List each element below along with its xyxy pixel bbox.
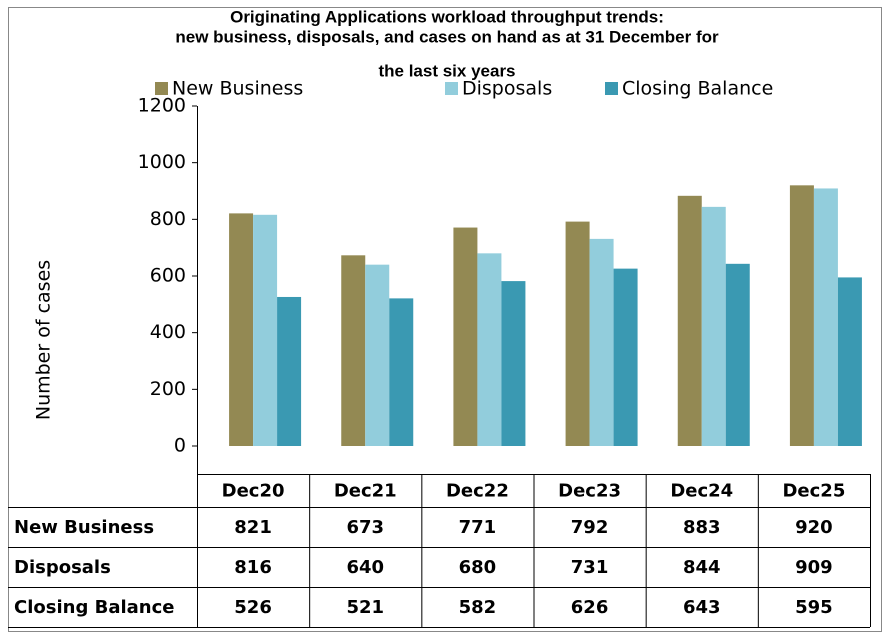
y-tick-label: 1200: [138, 95, 186, 117]
bar: [501, 281, 526, 446]
bar: [701, 206, 726, 446]
y-axis-label: Number of cases: [33, 260, 55, 420]
bar: [365, 264, 390, 446]
chart-border: [8, 7, 882, 632]
x-tick-label: Dec24: [670, 481, 733, 502]
table-value: 521: [346, 597, 384, 618]
table-value: 731: [571, 557, 609, 578]
bar: [725, 263, 750, 446]
chart-title: the last six years: [378, 61, 515, 80]
bar: [453, 227, 478, 446]
legend-swatch: [155, 82, 168, 95]
legend-swatch: [445, 82, 458, 95]
table-value: 643: [683, 597, 721, 618]
bar: [341, 255, 366, 446]
bar: [277, 296, 302, 446]
bar: [565, 221, 590, 446]
table-value: 792: [571, 517, 609, 538]
table-value: 526: [234, 597, 272, 618]
bar: [253, 214, 278, 446]
y-tick-label: 800: [150, 208, 186, 230]
bar: [389, 298, 414, 446]
y-tick-label: 200: [150, 378, 186, 400]
y-tick-label: 0: [174, 435, 186, 457]
x-tick-label: Dec25: [782, 481, 845, 502]
table-value: 771: [459, 517, 497, 538]
chart-title: Originating Applications workload throug…: [230, 7, 664, 26]
table-value: 909: [795, 557, 833, 578]
y-tick-label: 600: [150, 265, 186, 287]
table-value: 640: [346, 557, 384, 578]
bar: [589, 238, 614, 446]
table-value: 883: [683, 517, 721, 538]
table-value: 595: [795, 597, 833, 618]
table-value: 582: [459, 597, 497, 618]
chart-title: new business, disposals, and cases on ha…: [175, 27, 719, 46]
table-value: 680: [459, 557, 497, 578]
bar: [813, 188, 838, 446]
bar: [613, 268, 638, 446]
table-value: 626: [571, 597, 609, 618]
legend-swatch: [605, 82, 618, 95]
bar: [837, 277, 862, 446]
row-label: Disposals: [14, 557, 111, 578]
x-tick-label: Dec22: [446, 481, 509, 502]
row-label: Closing Balance: [14, 597, 174, 618]
legend-label: Closing Balance: [622, 78, 773, 100]
x-tick-label: Dec23: [558, 481, 621, 502]
bar: [789, 185, 814, 447]
x-tick-label: Dec20: [222, 481, 285, 502]
y-tick-label: 1000: [138, 151, 186, 173]
table-value: 920: [795, 517, 833, 538]
row-label: New Business: [14, 517, 154, 538]
x-tick-label: Dec21: [334, 481, 397, 502]
bar: [477, 253, 502, 446]
legend-label: New Business: [172, 78, 303, 100]
y-tick-label: 400: [150, 321, 186, 343]
legend-label: Disposals: [462, 78, 552, 100]
table-value: 821: [234, 517, 272, 538]
table-value: 673: [346, 517, 384, 538]
table-value: 844: [683, 557, 721, 578]
bar: [677, 195, 702, 446]
table-value: 816: [234, 557, 272, 578]
bar: [229, 213, 254, 446]
